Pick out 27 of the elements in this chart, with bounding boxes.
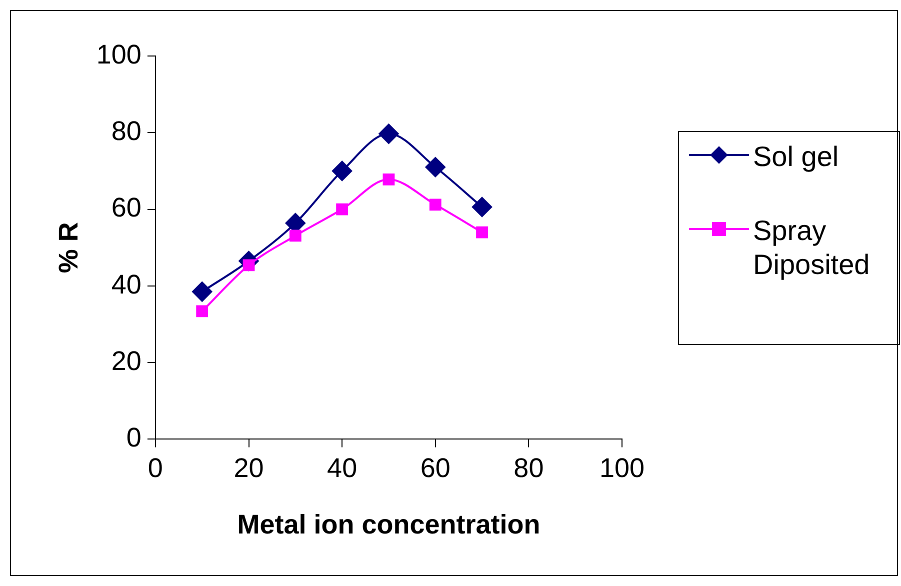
y-tick-label: 80: [111, 116, 142, 146]
y-tick-label: 100: [96, 39, 142, 70]
y-tick-label: 40: [111, 269, 142, 300]
point: [289, 230, 302, 242]
x-tick-label: 0: [148, 452, 163, 483]
point: [332, 160, 352, 181]
x-tick-label: 100: [599, 452, 645, 483]
legend-label: Sol gel: [753, 140, 840, 174]
point: [196, 305, 208, 318]
point: [476, 226, 488, 238]
point: [429, 198, 442, 211]
x-tick-label: 40: [327, 452, 358, 483]
legend-label: Spray Diposited: [753, 214, 871, 282]
point: [378, 124, 399, 144]
x-tick-label: 60: [420, 452, 450, 483]
y-tick-label: 60: [111, 192, 142, 223]
y-axis-title: % R: [54, 222, 84, 274]
y-tick-label: 0: [126, 422, 142, 453]
point: [425, 157, 446, 178]
x-tick-label: 80: [514, 452, 544, 483]
point: [472, 196, 492, 217]
x-axis-title: Metal ion concentration: [237, 509, 540, 540]
y-tick-label: 20: [111, 346, 142, 376]
point: [336, 203, 348, 216]
point: [382, 173, 395, 186]
x-tick-label: 20: [234, 452, 264, 483]
point: [192, 282, 212, 302]
